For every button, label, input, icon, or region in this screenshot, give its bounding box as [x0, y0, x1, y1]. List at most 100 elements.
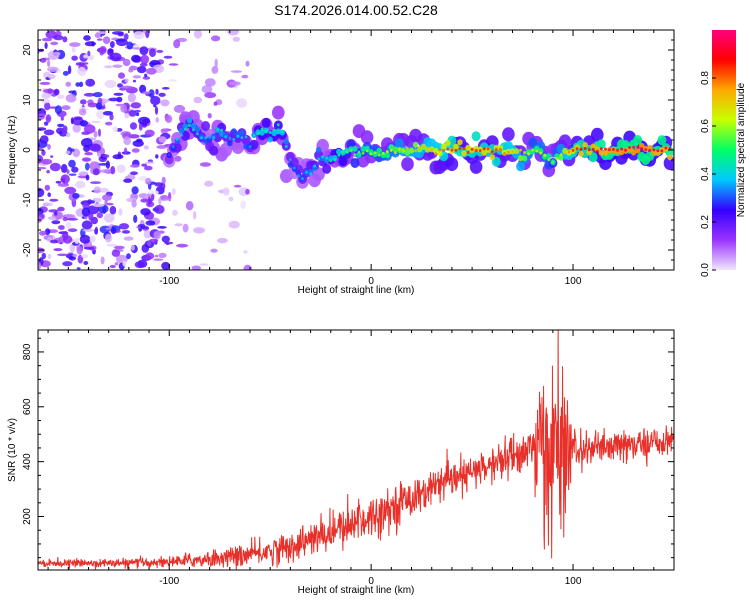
spectrogram-blob: [130, 102, 141, 109]
spectrogram-blob: [171, 188, 176, 196]
spectrogram-blob: [123, 236, 134, 241]
spectrogram-blob: [62, 70, 69, 76]
spectrogram-blob: [129, 122, 138, 130]
spectrogram-blob: [145, 252, 155, 260]
spectrogram-blob: [57, 183, 70, 187]
spectrogram-blob: [102, 194, 112, 201]
spectrogram-blob: [154, 204, 165, 214]
spectrogram-blob: [128, 68, 134, 73]
spectrogram-ridge-cell: [538, 148, 544, 155]
spectrogram-blob: [104, 79, 117, 88]
spectrogram-blob: [54, 211, 58, 216]
snr-x-axis-label: Height of straight line (km): [298, 585, 415, 596]
spectrogram-blob: [123, 178, 133, 183]
spectrogram-ridge-cell: [352, 145, 358, 152]
spectrogram-ridge-cell: [244, 135, 248, 139]
spectrogram-blob: [105, 121, 113, 126]
spectrogram-ridge-cell: [471, 131, 481, 142]
spectrogram-blob: [45, 114, 52, 123]
figure-title: S174.2026.014.00.52.C28: [274, 2, 438, 18]
spectrogram-blob: [79, 81, 84, 88]
spectrogram-blob: [55, 180, 62, 184]
spectrogram-ridge-cell: [559, 153, 563, 157]
spectrogram-blob: [173, 104, 186, 113]
spectrogram-blob: [141, 244, 150, 253]
spectrogram-blob: [104, 65, 113, 69]
spectrogram-blob: [44, 184, 50, 191]
spectrogram-blob: [140, 54, 150, 64]
spectrogram-blob: [57, 94, 65, 100]
spectrogram-ridge-cell: [482, 147, 486, 151]
spectrogram-ridge-cell: [470, 147, 474, 151]
spectrogram-blob: [75, 82, 81, 87]
spectrogram-blob: [213, 101, 218, 106]
spectrogram-ridge-cell: [535, 149, 539, 153]
spectrogram-x-tick-label: -100: [159, 276, 179, 287]
spectrogram-ridge-cell: [212, 136, 216, 140]
spectrogram-blob: [57, 123, 65, 128]
spectrogram-blob: [112, 64, 123, 68]
spectrogram-blob: [124, 78, 129, 83]
spectrogram-blob: [91, 120, 101, 124]
spectrogram-blob: [151, 193, 155, 202]
spectrogram-blob: [57, 206, 65, 212]
spectrogram-blob: [153, 230, 161, 240]
spectrogram-ridge-cell: [184, 127, 187, 131]
spectrogram-blob: [72, 192, 80, 199]
spectrogram-blob: [99, 225, 111, 234]
spectrogram-blob: [154, 182, 163, 187]
spectrogram-ridge-cell: [558, 154, 564, 161]
spectrogram-ridge-cell: [261, 118, 271, 128]
spectrogram-ridge-cell: [575, 147, 579, 151]
spectrogram-blob: [85, 174, 90, 181]
spectrogram-ridge-cell: [489, 154, 495, 161]
spectrogram-ridge-cell: [315, 146, 322, 153]
snr-ticks: -100 0 100 200 400 600 800: [22, 330, 675, 587]
spectrogram-blob: [124, 113, 130, 119]
spectrogram-blob: [130, 244, 135, 251]
spectrogram-ridge-cell: [539, 151, 543, 155]
spectrogram-blob: [163, 55, 173, 59]
spectrogram-ridge-cell: [644, 148, 648, 152]
spectrogram-blob: [140, 198, 149, 203]
spectrogram-blob: [199, 162, 211, 167]
spectrogram-blob: [52, 51, 61, 56]
spectrogram-ridge-cell: [486, 147, 490, 151]
spectrogram-blob: [81, 207, 91, 217]
spectrogram-ridge-cell: [297, 174, 300, 178]
spectrogram-ridge-cell: [200, 136, 203, 140]
spectrogram-blob: [39, 81, 51, 85]
spectrogram-ridge-cell: [385, 150, 389, 154]
spectrogram-ridge-cell: [267, 136, 273, 143]
spectrogram-blob: [50, 239, 58, 244]
spectrogram-ridge-cell: [394, 138, 404, 149]
spectrogram-blob: [49, 198, 59, 202]
spectrogram-blob: [145, 177, 152, 185]
spectrogram-ridge-cell: [394, 151, 397, 155]
spectrogram-ridge-cell: [305, 170, 308, 174]
spectrogram-ridge-cell: [377, 153, 381, 157]
colorbar-tick-label: 0.4: [700, 167, 711, 181]
spectrogram-blob: [153, 258, 164, 261]
colorbar-tick-label: 0.2: [700, 215, 711, 229]
spectrogram-ridge-cell: [635, 147, 641, 154]
spectrogram-blob: [174, 155, 182, 162]
spectrogram-blob: [70, 117, 74, 125]
spectrogram-blob: [76, 267, 81, 270]
spectrogram-ridge-cell: [240, 136, 244, 140]
spectrogram-blob: [122, 58, 131, 67]
spectrogram-ridge-cell: [227, 140, 233, 147]
spectrogram-ridge-cell: [398, 147, 401, 151]
spectrogram-blob: [122, 260, 127, 267]
spectrogram-ridge-cell: [608, 148, 611, 152]
spectrogram-ridge-cell: [523, 151, 526, 155]
spectrogram-ridge-cell: [591, 147, 595, 151]
spectrogram-blob: [156, 145, 168, 149]
spectrogram-ridge-cell: [567, 150, 571, 154]
spectrogram-blob: [65, 93, 77, 103]
spectrogram-ridge-cell: [551, 160, 555, 164]
spectrogram-y-axis-label: Frequency (Hz): [7, 116, 18, 185]
spectrogram-ridge-cell: [389, 148, 393, 152]
